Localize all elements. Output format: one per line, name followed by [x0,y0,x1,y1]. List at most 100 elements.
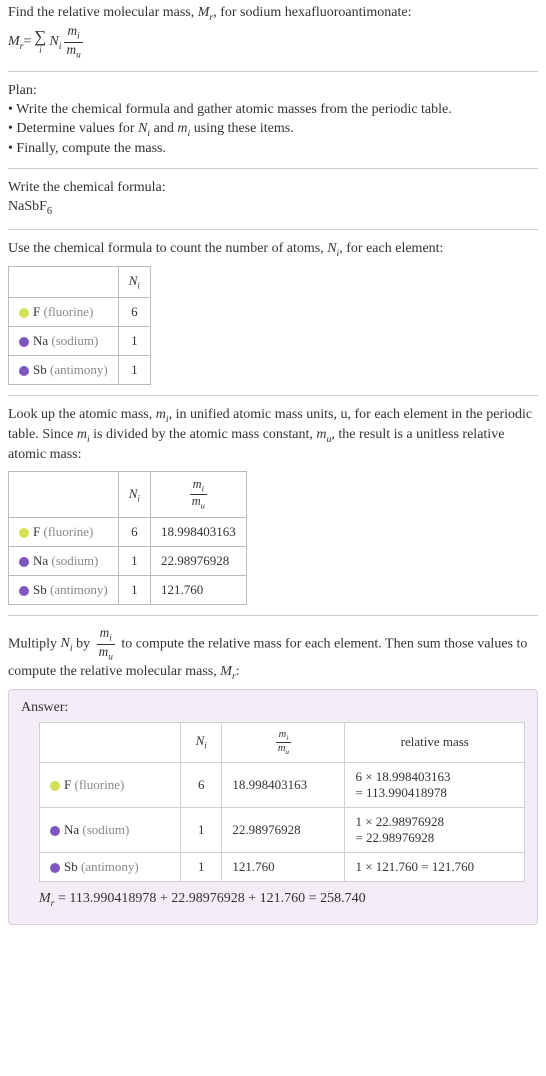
ni-inline: Ni [61,636,73,651]
count-cell: 1 [118,326,150,355]
mi-inline: mi [77,427,90,442]
divider [8,71,538,72]
element-swatch [19,366,29,376]
table-row: Na (sodium) 1 [9,326,151,355]
answer-box: Answer: Ni mi mu relative mass F (fluori… [8,689,538,925]
mu-inline: mu [316,427,331,442]
count-cell: 1 [118,546,150,575]
formula-title: Write the chemical formula: [8,179,538,198]
atomic-mass-table: Ni mi mu F (fluorine) 6 18.998403163 Na … [8,471,247,605]
element-swatch [19,528,29,538]
table-header-row: Ni mi mu [9,471,247,517]
mass-cell: 18.998403163 [222,762,345,807]
plan-bullet-2: • Determine values for Ni and mi using t… [8,120,538,140]
element-swatch [50,863,60,873]
table-header-row: Ni mi mu relative mass [40,722,525,762]
element-cell: F (fluorine) [9,517,119,546]
table-header-row: Ni [9,267,151,298]
intro-text-a: Find the relative molecular mass, [8,5,198,20]
ni-term: Ni [49,34,61,52]
mr-inline: Mr [220,664,236,679]
mass-cell: 22.98976928 [222,807,345,852]
element-swatch [50,781,60,791]
plan-bullet-1: • Write the chemical formula and gather … [8,101,538,120]
divider [8,168,538,169]
divider [8,395,538,396]
ni-header: Ni [118,267,150,298]
table-row: F (fluorine) 6 18.998403163 6 × 18.99840… [40,762,525,807]
count-cell: 6 [118,517,150,546]
table-row: Na (sodium) 1 22.98976928 [9,546,247,575]
element-cell: Sb (antimony) [9,575,119,604]
mass-cell: 22.98976928 [150,546,246,575]
table-row: Sb (antimony) 1 [9,355,151,384]
element-swatch [19,586,29,596]
answer-table: Ni mi mu relative mass F (fluorine) 6 18… [39,722,525,882]
frac-num: mi [64,24,82,43]
ni-inline: Ni [138,121,150,136]
plan-section: Plan: • Write the chemical formula and g… [8,82,538,159]
table-row: Na (sodium) 1 22.98976928 1 × 22.9897692… [40,807,525,852]
lookup-text: Look up the atomic mass, mi, in unified … [8,406,538,465]
relative-mass-cell: 1 × 22.98976928= 22.98976928 [345,807,525,852]
count-intro: Use the chemical formula to count the nu… [8,240,538,260]
sigma: ∑ i [34,29,46,55]
count-cell: 1 [118,575,150,604]
count-section: Use the chemical formula to count the nu… [8,240,538,385]
mi-over-mu: mi mu [63,24,83,61]
multiply-text: Multiply Ni by mi mu to compute the rela… [8,626,538,683]
answer-label: Answer: [21,700,525,716]
count-cell: 1 [181,852,222,881]
element-cell: Na (sodium) [40,807,181,852]
element-cell: F (fluorine) [40,762,181,807]
relative-mass-cell: 1 × 121.760 = 121.760 [345,852,525,881]
final-result: Mr = 113.990418978 + 22.98976928 + 121.7… [39,890,525,910]
element-swatch [19,308,29,318]
frac-den: mu [63,43,83,61]
relative-mass-cell: 6 × 18.998403163= 113.990418978 [345,762,525,807]
element-cell: Sb (antimony) [9,355,119,384]
sigma-symbol: ∑ [34,29,46,46]
table-row: F (fluorine) 6 [9,297,151,326]
empty-header [9,267,119,298]
element-cell: Na (sodium) [9,546,119,575]
mr-formula: Mr = ∑ i Ni mi mu [8,24,538,61]
element-cell: Na (sodium) [9,326,119,355]
mimu-header: mi mu [222,722,345,762]
empty-header [9,471,119,517]
multiply-section: Multiply Ni by mi mu to compute the rela… [8,626,538,683]
count-cell: 1 [181,807,222,852]
mimu-header: mi mu [150,471,246,517]
count-cell: 6 [181,762,222,807]
equals: = [24,34,32,50]
atom-count-table: Ni F (fluorine) 6 Na (sodium) 1 Sb (anti… [8,266,151,385]
mi-over-mu-header: mi mu [275,729,292,756]
mass-cell: 121.760 [222,852,345,881]
mr-final: Mr [39,891,55,906]
element-swatch [19,557,29,567]
sigma-index: i [39,46,42,55]
mi-inline: mi [156,407,169,422]
mass-cell: 121.760 [150,575,246,604]
ni-inline: Ni [327,241,339,256]
lookup-section: Look up the atomic mass, mi, in unified … [8,406,538,605]
answer-inner: Ni mi mu relative mass F (fluorine) 6 18… [21,722,525,910]
divider [8,229,538,230]
count-cell: 6 [118,297,150,326]
element-cell: Sb (antimony) [40,852,181,881]
ni-header: Ni [118,471,150,517]
element-cell: F (fluorine) [9,297,119,326]
divider [8,615,538,616]
mr-symbol: Mr [198,5,214,20]
mi-inline: mi [177,121,190,136]
element-swatch [50,826,60,836]
mi-over-mu-header: mi mu [189,478,208,511]
count-cell: 1 [118,355,150,384]
mass-cell: 18.998403163 [150,517,246,546]
table-row: Sb (antimony) 1 121.760 [9,575,247,604]
element-swatch [19,337,29,347]
empty-header [40,722,181,762]
plan-bullet-3: • Finally, compute the mass. [8,140,538,159]
mr-lhs: Mr [8,34,24,52]
mi-over-mu-inline: mi mu [96,626,116,663]
